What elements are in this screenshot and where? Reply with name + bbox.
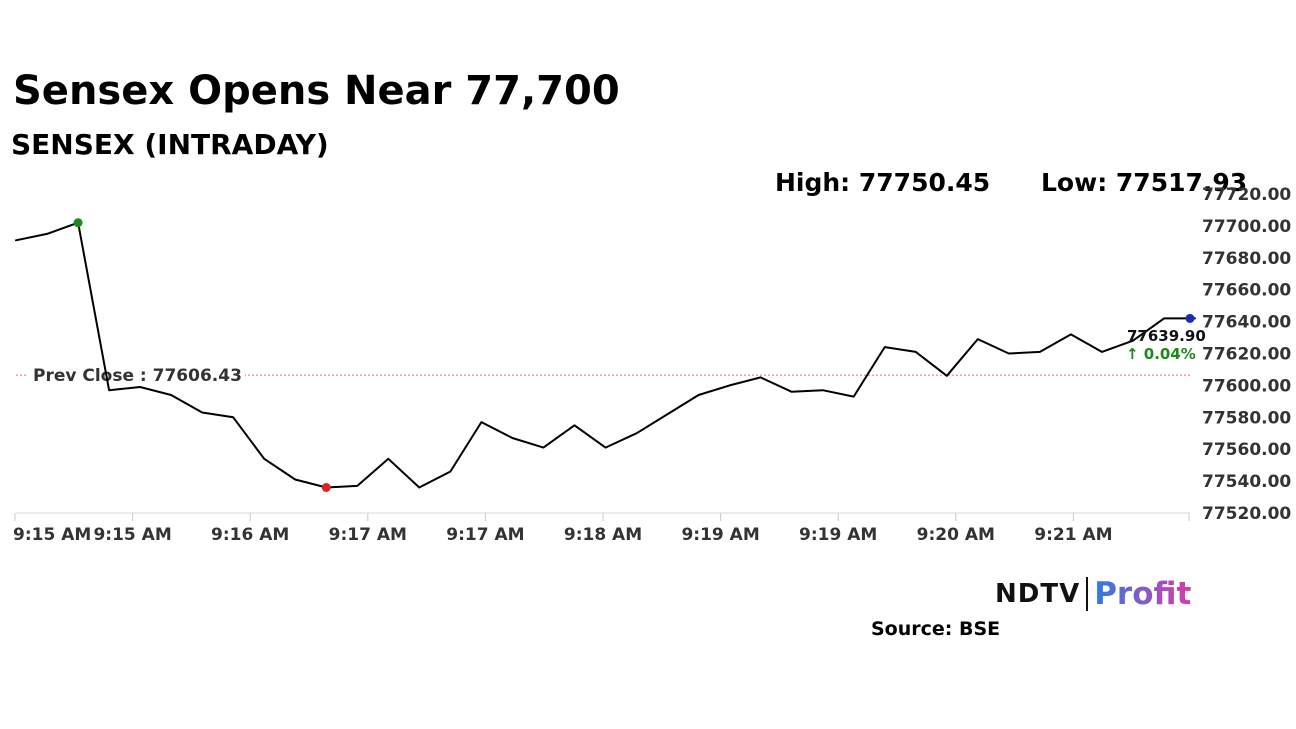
prev-close-label: Prev Close : 77606.43 (33, 366, 242, 386)
x-tick-label: 9:15 AM (13, 525, 91, 545)
series-line (15, 221, 1196, 489)
chart-subtitle: SENSEX (INTRADAY) (11, 128, 329, 161)
x-tick-label: 9:17 AM (446, 525, 524, 545)
y-tick-label: 77700.00 (1202, 217, 1291, 237)
x-tick-label: 9:18 AM (564, 525, 642, 545)
y-tick-label: 77540.00 (1202, 472, 1291, 492)
y-tick-label: 77680.00 (1202, 249, 1291, 269)
low-stat: Low: 77517.93 (1041, 168, 1248, 197)
y-tick-label: 77520.00 (1202, 504, 1291, 524)
ndtv-profit-logo: NDTV Profit (995, 574, 1191, 614)
logo-divider (1086, 577, 1089, 611)
x-tick-label: 9:19 AM (799, 525, 877, 545)
low-marker (321, 482, 331, 492)
high-stat: High: 77750.45 (775, 168, 991, 197)
last-marker (1185, 313, 1195, 323)
logo-ndtv-text: NDTV (995, 579, 1081, 609)
y-tick-label: 77560.00 (1202, 440, 1291, 460)
last-change-label: ↑ 0.04% (1126, 345, 1196, 363)
x-tick-label: 9:15 AM (93, 525, 171, 545)
x-tick-label: 9:21 AM (1034, 525, 1112, 545)
source-note: Source: BSE (871, 618, 1001, 640)
y-tick-label: 77620.00 (1202, 345, 1291, 365)
logo-profit-text: Profit (1094, 576, 1192, 612)
y-tick-label: 77720.00 (1202, 185, 1291, 205)
y-tick-label: 77600.00 (1202, 376, 1291, 396)
y-tick-label: 77580.00 (1202, 408, 1291, 428)
x-tick-label: 9:20 AM (917, 525, 995, 545)
x-tick-label: 9:17 AM (329, 525, 407, 545)
x-tick-label: 9:16 AM (211, 525, 289, 545)
y-tick-label: 77640.00 (1202, 313, 1291, 333)
y-tick-label: 77660.00 (1202, 281, 1291, 301)
high-marker (73, 218, 83, 228)
prev-close-label-bg (26, 362, 245, 389)
chart-title: Sensex Opens Near 77,700 (13, 68, 620, 114)
x-tick-label: 9:19 AM (681, 525, 759, 545)
last-value-label: 77639.90 (1127, 327, 1206, 345)
